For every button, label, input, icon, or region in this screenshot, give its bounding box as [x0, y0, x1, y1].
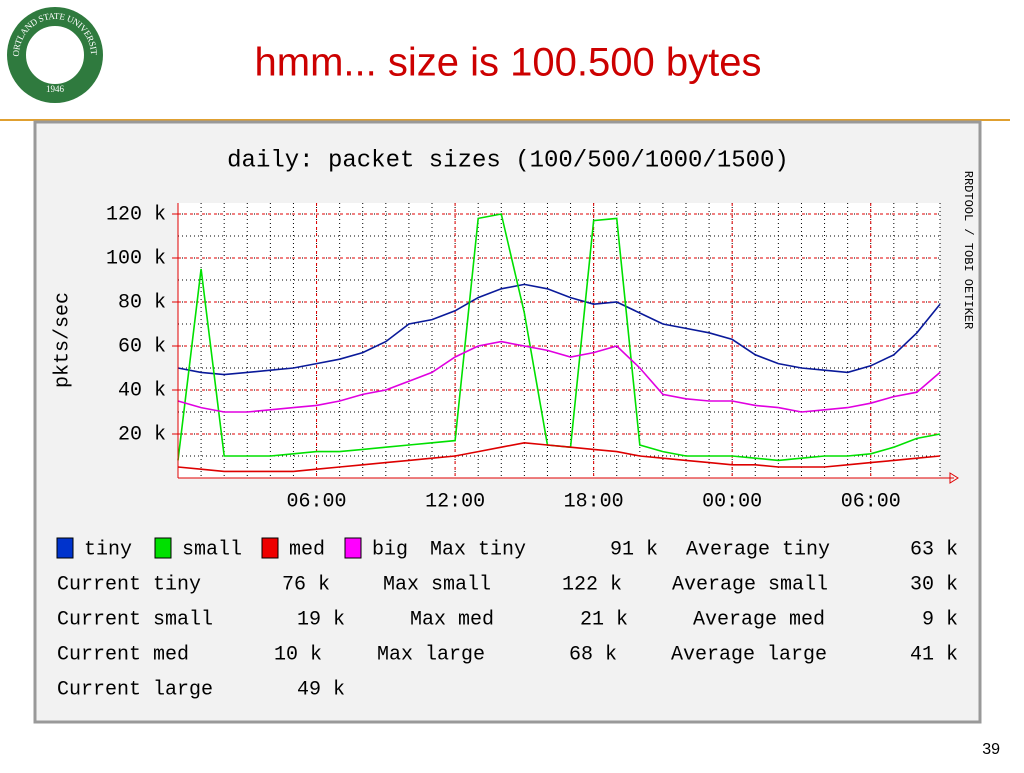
legend-swatch — [154, 537, 172, 559]
stat-label: Max tiny — [430, 538, 526, 561]
series-line — [177, 340, 941, 413]
stat-label: Max med — [410, 608, 494, 631]
y-tick-label: 20 k — [118, 423, 166, 446]
x-tick-label: 06:00 — [287, 490, 347, 513]
legend-swatch — [56, 537, 74, 559]
page-number: 39 — [982, 741, 1000, 758]
logo-inner — [24, 24, 86, 86]
stat-value: 68 k — [569, 643, 617, 666]
stat-value: 63 k — [910, 538, 958, 561]
slide-title: hmm... size is 100.500 bytes — [255, 41, 762, 85]
stat-value: 10 k — [274, 643, 322, 666]
stat-label: Average small — [672, 573, 828, 596]
stat-label: Current large — [57, 678, 213, 701]
stat-label: Current tiny — [57, 573, 201, 596]
stat-value: 9 k — [922, 608, 958, 631]
stat-value: 41 k — [910, 643, 958, 666]
y-tick-label: 80 k — [118, 291, 166, 314]
stat-label: Average tiny — [686, 538, 830, 561]
legend-label: med — [289, 538, 325, 561]
y-tick-label: 120 k — [106, 203, 166, 226]
y-tick-label: 40 k — [118, 379, 166, 402]
plot-area — [178, 203, 940, 478]
chart-title: daily: packet sizes (100/500/1000/1500) — [227, 147, 789, 174]
series-line — [177, 283, 941, 376]
legend-swatch — [261, 537, 279, 559]
stat-value: 122 k — [562, 573, 622, 596]
x-tick-label: 00:00 — [702, 490, 762, 513]
stat-label: Current small — [57, 608, 213, 631]
logo: PORTLAND STATE UNIVERSITY 1946 — [0, 0, 103, 103]
stat-label: Average med — [693, 608, 825, 631]
x-tick-label: 18:00 — [564, 490, 624, 513]
logo-year: 1946 — [46, 84, 65, 94]
stat-label: Average large — [671, 643, 827, 666]
series-line — [177, 441, 941, 473]
x-axis-arrow — [949, 472, 959, 484]
legend-label: tiny — [84, 538, 132, 561]
stat-label: Max large — [377, 643, 485, 666]
x-tick-label: 12:00 — [425, 490, 485, 513]
x-tick-label: 06:00 — [841, 490, 901, 513]
stat-value: 49 k — [297, 678, 345, 701]
stat-value: 21 k — [580, 608, 628, 631]
stat-label: Max small — [383, 573, 491, 596]
y-tick-label: 60 k — [118, 335, 166, 358]
stat-value: 76 k — [282, 573, 330, 596]
side-text: RRDTOOL / TOBI OETIKER — [961, 171, 975, 329]
legend-label: big — [372, 538, 408, 561]
stat-value: 30 k — [910, 573, 958, 596]
stat-value: 91 k — [610, 538, 658, 561]
stat-label: Current med — [57, 643, 189, 666]
y-axis-label: pkts/sec — [51, 292, 74, 388]
legend-swatch — [344, 537, 362, 559]
stat-value: 19 k — [297, 608, 345, 631]
y-tick-label: 100 k — [106, 247, 166, 270]
legend-label: small — [182, 538, 242, 561]
